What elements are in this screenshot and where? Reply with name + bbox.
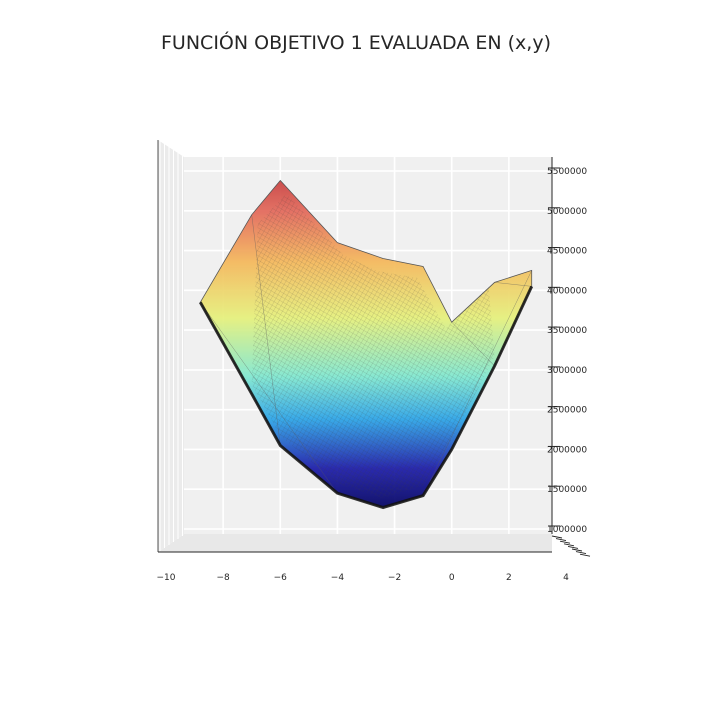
surface-facet-line	[422, 270, 532, 496]
floor-pane	[158, 534, 552, 552]
x-tick-label: −4	[331, 573, 345, 583]
objective-surface	[198, 179, 534, 510]
depth-tick-mark	[555, 538, 567, 542]
depth-tick-mark	[567, 545, 579, 549]
depth-tick-mark	[559, 540, 571, 544]
left-pane	[158, 140, 184, 552]
z-tick-label: 1000000	[547, 525, 587, 535]
x-tick-label: −8	[217, 573, 231, 583]
x-tick-label: −10	[157, 573, 176, 583]
surface-mesh	[251, 193, 495, 499]
x-tick-label: 0	[449, 573, 455, 583]
z-tick-label: 2500000	[547, 406, 587, 416]
z-tick-label: 3500000	[547, 326, 587, 336]
z-tick-label: 3000000	[547, 366, 587, 376]
surface-facet-line	[494, 282, 532, 287]
x-tick-label: −6	[274, 573, 288, 583]
x-tick-label: 4	[563, 573, 569, 583]
z-tick-labels: 1000000 1500000 2000000 2500000 3000000 35000…	[547, 167, 587, 535]
z-tick-label: 4500000	[547, 247, 587, 257]
z-tick-label: 5500000	[547, 167, 587, 177]
x-tick-labels: −10 −8 −6 −4 −2 0 2 4	[157, 573, 570, 583]
depth-tick-mark	[579, 553, 591, 557]
surface-facet-line	[451, 321, 495, 367]
surface-bottom-rim	[198, 285, 534, 510]
surface-facet-line	[200, 302, 338, 494]
depth-tick-mark	[575, 551, 587, 555]
z-tick-label: 4000000	[547, 286, 587, 296]
depth-tick-mark	[571, 548, 583, 552]
depth-tick-mark	[551, 535, 563, 539]
x-tick-label: −2	[388, 573, 401, 583]
z-tick-label: 2000000	[547, 445, 587, 455]
x-tick-label: 2	[506, 573, 512, 583]
z-tick-label: 5000000	[547, 207, 587, 217]
z-tick-label: 1500000	[547, 485, 587, 495]
depth-tick-mark	[563, 543, 575, 547]
depth-tick-marks	[551, 535, 591, 557]
chart-title: FUNCIÓN OBJETIVO 1 EVALUADA EN (x,y)	[161, 32, 551, 54]
